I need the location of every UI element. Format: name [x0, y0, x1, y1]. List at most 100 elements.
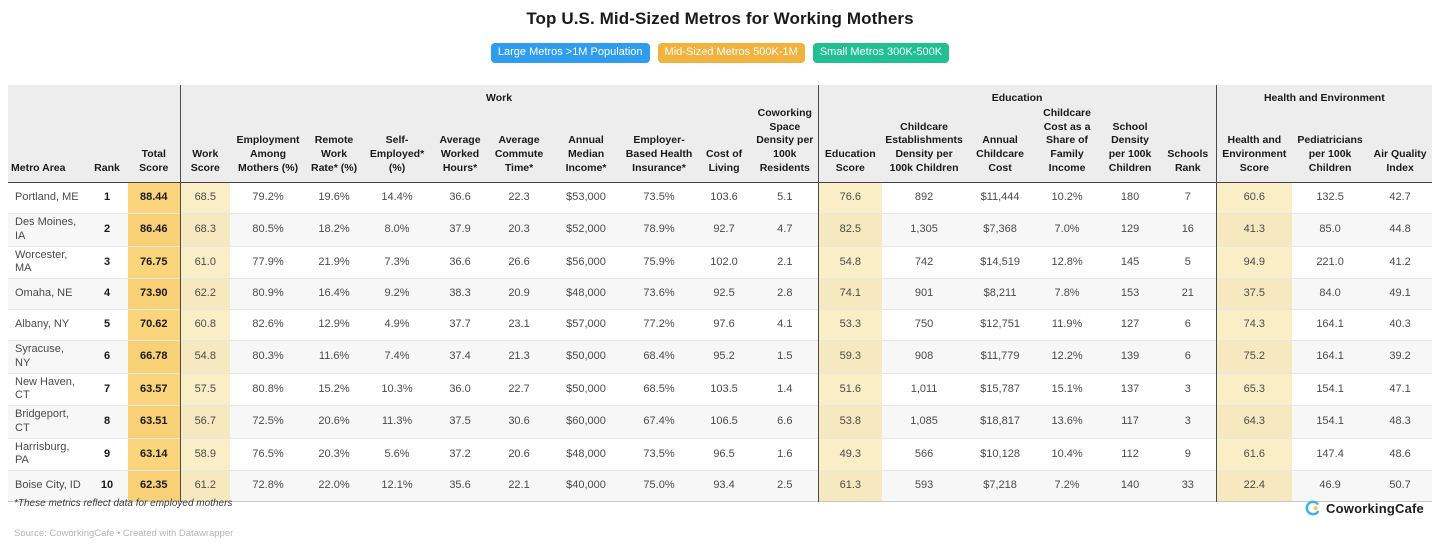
cell-coworking: 4.1: [777, 318, 793, 331]
coworkingcafe-icon: [1305, 500, 1321, 516]
cell-he_score: 60.6: [1215, 182, 1293, 214]
cell-commute: 22.1: [508, 479, 530, 492]
cell-edu_score: 82.5: [817, 213, 883, 247]
table-row: Des Moines, IA 2 86.46 68.3 80.5% 18.2% 8.0% 37…: [8, 213, 1433, 247]
cell-commute: 20.9: [508, 287, 530, 300]
cell-total: 63.14: [128, 438, 181, 471]
cell-rank: 10: [100, 479, 114, 492]
cell-insurance: 73.6%: [643, 287, 675, 300]
cell-pediatricians: 221.0: [1316, 255, 1344, 268]
cell-income: $50,000: [566, 350, 606, 363]
footnote: *These metrics reflect data for employed…: [14, 498, 233, 509]
cell-total: 63.57: [128, 373, 181, 406]
column-header-self_emp: Self-Employed* (%): [369, 134, 425, 174]
cell-metro: New Haven, CT: [15, 375, 75, 402]
cell-work_score: 61.2: [179, 470, 231, 502]
cell-childcare_cost: $11,444: [980, 191, 1020, 204]
cell-self_emp: 4.9%: [384, 318, 410, 331]
metrics-table: Work Education Health and Environment Metro…: [8, 85, 1433, 502]
cell-insurance: 75.9%: [643, 255, 675, 268]
cell-schools_rank: 7: [1184, 191, 1191, 204]
cell-employment: 72.5%: [252, 415, 284, 428]
cell-rank: 5: [103, 318, 111, 331]
cell-edu_score: 74.1: [817, 278, 883, 310]
cell-total: 73.90: [128, 278, 181, 310]
column-header-pediatricians: Pediatricians per 100k Children: [1297, 134, 1363, 174]
cell-rank: 1: [103, 191, 111, 204]
cell-edu_score: 49.3: [817, 438, 883, 471]
column-header-childcare_share: Childcare Cost as a Share of Family Inco…: [1043, 107, 1091, 174]
cell-employment: 80.8%: [252, 382, 284, 395]
cell-remote: 16.4%: [318, 287, 350, 300]
column-header-remote: Remote Work Rate* (%): [310, 134, 358, 174]
cell-cost_living: 106.5: [710, 415, 738, 428]
column-header-employment: Employment Among Mothers (%): [236, 134, 300, 174]
cell-insurance: 68.4%: [643, 350, 675, 363]
cell-school_density: 137: [1120, 382, 1140, 395]
column-header-cost_living: Cost of Living: [705, 147, 743, 174]
cell-school_density: 180: [1120, 191, 1140, 204]
cell-work_score: 61.0: [179, 246, 231, 279]
cell-childcare_share: 7.0%: [1054, 223, 1080, 236]
cell-income: $56,000: [566, 255, 606, 268]
cell-income: $48,000: [566, 287, 606, 300]
cell-total: 76.75: [128, 246, 181, 279]
cell-cost_living: 95.2: [713, 350, 735, 363]
cell-remote: 22.0%: [318, 479, 350, 492]
cell-schools_rank: 6: [1184, 350, 1191, 363]
cell-aqi: 48.3: [1389, 415, 1411, 428]
cell-rank: 7: [103, 382, 111, 395]
legend-badge-1[interactable]: Mid-Sized Metros 500K-1M: [657, 43, 805, 63]
cell-hours: 36.0: [449, 382, 471, 395]
cell-rank: 8: [103, 415, 111, 428]
column-header-childcare_cost: Annual Childcare Cost: [976, 134, 1024, 174]
cell-metro: Albany, NY: [15, 318, 70, 331]
legend-badge-0[interactable]: Large Metros >1M Population: [490, 43, 650, 63]
group-header-row: Work Education Health and Environment: [8, 85, 1433, 107]
cell-edu_score: 53.8: [817, 405, 883, 439]
cell-childcare_est: 593: [914, 479, 934, 492]
legend-badge-2[interactable]: Small Metros 300K-500K: [812, 43, 950, 63]
cell-self_emp: 7.4%: [384, 350, 410, 363]
column-header-rank: Rank: [94, 161, 120, 174]
cell-school_density: 129: [1120, 223, 1140, 236]
cell-remote: 20.3%: [318, 447, 350, 460]
cell-schools_rank: 21: [1181, 287, 1194, 300]
cell-aqi: 44.8: [1389, 223, 1411, 236]
cell-insurance: 67.4%: [643, 415, 675, 428]
cell-he_score: 94.9: [1215, 246, 1293, 279]
column-header-hours: Average Worked Hours*: [439, 134, 481, 174]
cell-pediatricians: 154.1: [1316, 382, 1344, 395]
cell-insurance: 73.5%: [643, 447, 675, 460]
cell-hours: 37.9: [449, 223, 471, 236]
cell-employment: 80.9%: [252, 287, 284, 300]
cell-work_score: 62.2: [179, 278, 231, 310]
cell-total: 86.46: [128, 213, 181, 247]
cell-schools_rank: 5: [1184, 255, 1191, 268]
cell-employment: 76.5%: [252, 447, 284, 460]
cell-metro: Omaha, NE: [15, 287, 73, 300]
cell-childcare_est: 1,085: [910, 415, 938, 428]
cell-metro: Syracuse, NY: [15, 343, 64, 369]
cell-remote: 18.2%: [318, 223, 350, 236]
cell-remote: 19.6%: [318, 191, 350, 204]
cell-childcare_share: 13.6%: [1051, 415, 1083, 428]
cell-income: $57,000: [566, 318, 606, 331]
cell-employment: 80.5%: [252, 223, 284, 236]
cell-commute: 23.1: [508, 318, 530, 331]
cell-childcare_cost: $14,519: [980, 255, 1020, 268]
cell-metro: Portland, ME: [15, 191, 79, 204]
page-title: Top U.S. Mid-Sized Metros for Working Mo…: [526, 9, 914, 28]
cell-self_emp: 9.2%: [384, 287, 410, 300]
cell-childcare_est: 1,011: [910, 382, 938, 395]
legend: Large Metros >1M Population Mid-Sized Met…: [0, 43, 1440, 63]
cell-childcare_est: 908: [914, 350, 934, 363]
cell-pediatricians: 154.1: [1316, 415, 1344, 428]
cell-schools_rank: 3: [1184, 382, 1191, 395]
coworkingcafe-logo: CoworkingCafe: [1305, 500, 1424, 516]
cell-coworking: 4.7: [777, 223, 793, 236]
cell-childcare_cost: $15,787: [980, 382, 1020, 395]
cell-work_score: 68.5: [179, 182, 231, 214]
cell-edu_score: 54.8: [817, 246, 883, 279]
cell-remote: 15.2%: [318, 382, 350, 395]
